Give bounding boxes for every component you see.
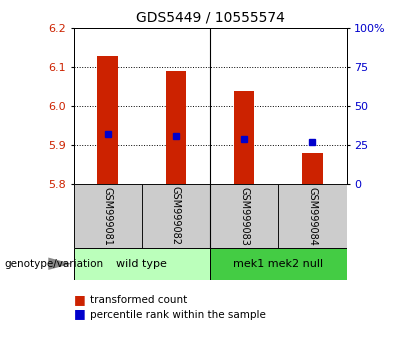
Title: GDS5449 / 10555574: GDS5449 / 10555574 <box>136 10 284 24</box>
Text: ■: ■ <box>74 308 85 320</box>
FancyBboxPatch shape <box>210 184 278 248</box>
Text: ■: ■ <box>74 293 85 306</box>
Bar <box>165 71 186 184</box>
Text: GSM999084: GSM999084 <box>307 187 318 245</box>
FancyBboxPatch shape <box>74 248 210 280</box>
Bar <box>234 91 255 184</box>
Text: GSM999081: GSM999081 <box>102 187 113 245</box>
FancyBboxPatch shape <box>142 184 210 248</box>
Text: transformed count: transformed count <box>90 295 188 305</box>
Text: genotype/variation: genotype/variation <box>4 259 103 269</box>
Polygon shape <box>48 258 71 270</box>
FancyBboxPatch shape <box>210 248 346 280</box>
FancyBboxPatch shape <box>74 184 142 248</box>
Text: percentile rank within the sample: percentile rank within the sample <box>90 310 266 320</box>
Text: GSM999082: GSM999082 <box>171 187 181 245</box>
Text: wild type: wild type <box>116 259 167 269</box>
Bar <box>97 56 118 184</box>
Text: GSM999083: GSM999083 <box>239 187 249 245</box>
Bar <box>302 153 323 184</box>
FancyBboxPatch shape <box>278 184 346 248</box>
Text: mek1 mek2 null: mek1 mek2 null <box>233 259 323 269</box>
